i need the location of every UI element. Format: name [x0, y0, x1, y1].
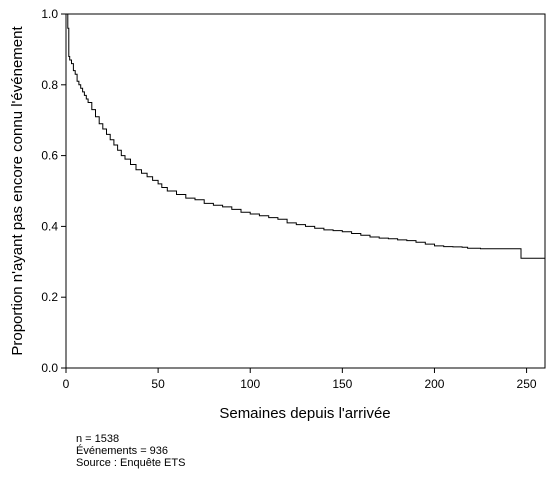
x-tick-label: 150	[332, 377, 352, 391]
x-tick-label: 250	[517, 377, 537, 391]
y-axis: 0.0 0.2 0.4 0.6 0.8 1.0	[41, 7, 66, 375]
y-axis-title: Proportion n'ayant pas encore connu l'év…	[9, 26, 26, 356]
x-axis: 0 50 100 150 200 250	[63, 368, 537, 391]
y-tick-label: 0.2	[41, 290, 58, 304]
y-tick-label: 0.0	[41, 361, 58, 375]
y-tick-label: 0.4	[41, 219, 58, 233]
x-tick-label: 100	[240, 377, 260, 391]
events-note: Événements = 936	[76, 445, 169, 457]
y-tick-label: 0.6	[41, 149, 58, 163]
x-tick-label: 0	[63, 377, 70, 391]
y-tick-label: 0.8	[41, 78, 58, 92]
sample-size-note: n = 1538	[76, 433, 120, 445]
survival-curve	[66, 13, 545, 259]
x-axis-title: Semaines depuis l'arrivée	[219, 405, 390, 422]
x-tick-label: 50	[151, 377, 165, 391]
y-tick-label: 1.0	[41, 7, 58, 21]
x-tick-label: 200	[424, 377, 444, 391]
chart-notes: n = 1538 Événements = 936 Source : Enquê…	[76, 433, 185, 469]
source-note: Source : Enquête ETS	[76, 457, 186, 469]
plot-frame	[65, 13, 546, 369]
